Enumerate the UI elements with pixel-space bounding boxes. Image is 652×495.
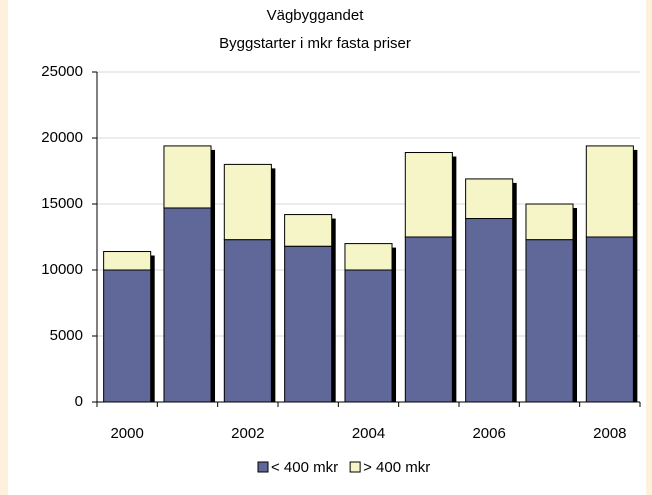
bar-segment [585,145,634,238]
y-tick-label: 15000 [41,195,83,212]
bar-segment [585,236,634,403]
x-tick-label: 2008 [593,425,626,442]
bar-segment [344,243,393,271]
legend-label: > 400 mkr [363,459,430,476]
chart-subtitle: Byggstarter i mkr fasta priser [219,35,411,52]
y-tick-label: 20000 [41,129,83,146]
bar-segment [525,203,574,241]
y-tick-label: 10000 [41,261,83,278]
bar-segment [103,269,152,403]
bar-segment [404,236,453,403]
x-tick-label: 2006 [472,425,505,442]
bar-segment [404,152,453,238]
bar-segment [163,207,212,403]
bar-segment [284,245,333,403]
bar-segment [284,214,333,247]
x-tick-label: 2002 [231,425,264,442]
legend-swatch [257,461,269,473]
legend-swatch [349,461,361,473]
bar-segment [525,239,574,403]
y-tick-label: 0 [75,393,83,410]
y-tick-label: 25000 [41,63,83,80]
x-tick-label: 2004 [352,425,385,442]
bar-segment [344,269,393,403]
bar-segment [103,251,152,271]
x-tick-label: 2000 [110,425,143,442]
legend-label: < 400 mkr [271,459,338,476]
bar-segment [163,145,212,209]
chart-title: Vägbyggandet [267,7,365,24]
bar-segment [465,218,514,403]
bar-segment [223,239,272,403]
bar-segment [465,178,514,220]
y-tick-label: 5000 [50,327,83,344]
bar-segment [223,163,272,241]
